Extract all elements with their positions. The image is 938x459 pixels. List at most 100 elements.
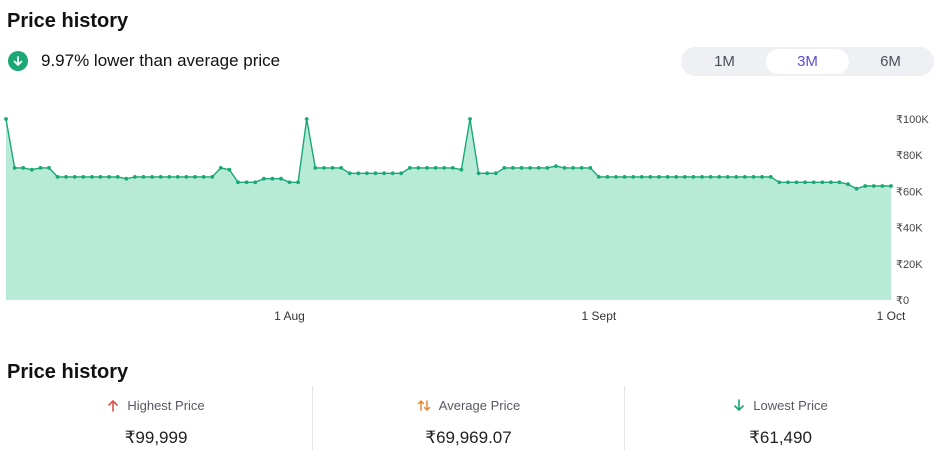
data-point[interactable] xyxy=(107,175,111,179)
data-point[interactable] xyxy=(407,166,412,170)
data-point[interactable] xyxy=(330,166,335,170)
data-point[interactable] xyxy=(760,175,764,179)
data-point[interactable] xyxy=(253,180,258,185)
data-point[interactable] xyxy=(193,175,197,179)
data-point[interactable] xyxy=(485,171,490,176)
data-point[interactable] xyxy=(287,180,292,185)
data-point[interactable] xyxy=(141,175,146,179)
data-point[interactable] xyxy=(811,180,816,185)
data-point[interactable] xyxy=(545,166,550,170)
data-point[interactable] xyxy=(279,176,283,181)
data-point[interactable] xyxy=(536,166,541,170)
data-point[interactable] xyxy=(665,175,670,179)
data-point[interactable] xyxy=(296,180,300,185)
data-point[interactable] xyxy=(236,180,240,185)
data-point[interactable] xyxy=(657,175,661,179)
data-point[interactable] xyxy=(373,171,378,176)
data-point[interactable] xyxy=(674,175,679,179)
range-6m-button[interactable]: 6M xyxy=(880,53,901,70)
data-point[interactable] xyxy=(794,180,799,185)
data-point[interactable] xyxy=(777,180,782,185)
data-point[interactable] xyxy=(218,166,223,170)
data-point[interactable] xyxy=(511,166,515,170)
data-point[interactable] xyxy=(871,184,876,188)
data-point[interactable] xyxy=(751,175,756,179)
data-point[interactable] xyxy=(846,182,850,187)
data-point[interactable] xyxy=(743,175,747,179)
data-point[interactable] xyxy=(12,166,17,170)
data-point[interactable] xyxy=(64,175,68,179)
data-point[interactable] xyxy=(829,180,833,185)
data-point[interactable] xyxy=(476,171,481,176)
data-point[interactable] xyxy=(21,166,26,170)
data-point[interactable] xyxy=(519,166,524,170)
data-point[interactable] xyxy=(631,175,636,179)
data-point[interactable] xyxy=(304,117,309,121)
data-point[interactable] xyxy=(184,175,189,179)
data-point[interactable] xyxy=(442,166,447,170)
data-point[interactable] xyxy=(880,184,885,188)
data-point[interactable] xyxy=(614,175,618,179)
range-1m-button[interactable]: 1M xyxy=(714,53,735,70)
data-point[interactable] xyxy=(837,180,842,185)
data-point[interactable] xyxy=(648,175,653,179)
data-point[interactable] xyxy=(347,171,352,176)
data-point[interactable] xyxy=(38,166,43,170)
data-point[interactable] xyxy=(244,180,249,185)
data-point[interactable] xyxy=(227,167,232,172)
data-point[interactable] xyxy=(528,166,532,170)
data-point[interactable] xyxy=(786,180,790,185)
data-point[interactable] xyxy=(81,175,86,179)
data-point[interactable] xyxy=(90,175,94,179)
data-point[interactable] xyxy=(820,180,825,185)
data-point[interactable] xyxy=(554,164,558,168)
data-point[interactable] xyxy=(803,180,807,185)
data-point[interactable] xyxy=(493,171,498,176)
data-point[interactable] xyxy=(459,167,464,172)
data-point[interactable] xyxy=(98,175,103,179)
data-point[interactable] xyxy=(450,166,455,170)
data-point[interactable] xyxy=(313,166,318,170)
data-point[interactable] xyxy=(29,167,34,172)
data-point[interactable] xyxy=(700,175,704,179)
data-point[interactable] xyxy=(158,175,163,179)
data-point[interactable] xyxy=(605,175,610,179)
data-point[interactable] xyxy=(588,166,593,170)
data-point[interactable] xyxy=(717,175,722,179)
data-point[interactable] xyxy=(322,166,326,170)
data-point[interactable] xyxy=(579,166,584,170)
data-point[interactable] xyxy=(167,175,172,179)
data-point[interactable] xyxy=(210,175,215,179)
data-point[interactable] xyxy=(682,175,687,179)
data-point[interactable] xyxy=(133,175,137,179)
data-point[interactable] xyxy=(339,166,343,170)
data-point[interactable] xyxy=(597,175,601,179)
data-point[interactable] xyxy=(382,171,386,176)
data-point[interactable] xyxy=(725,175,730,179)
data-point[interactable] xyxy=(425,166,429,170)
data-point[interactable] xyxy=(734,175,739,179)
data-point[interactable] xyxy=(150,175,155,179)
data-point[interactable] xyxy=(72,175,77,179)
data-point[interactable] xyxy=(502,166,507,170)
data-point[interactable] xyxy=(175,175,180,179)
data-point[interactable] xyxy=(468,117,472,121)
data-point[interactable] xyxy=(365,171,369,176)
data-point[interactable] xyxy=(399,171,404,176)
data-point[interactable] xyxy=(639,175,644,179)
data-point[interactable] xyxy=(55,175,60,179)
data-point[interactable] xyxy=(261,176,266,181)
data-point[interactable] xyxy=(201,175,206,179)
data-point[interactable] xyxy=(708,175,713,179)
data-point[interactable] xyxy=(124,176,129,181)
data-point[interactable] xyxy=(4,117,8,121)
data-point[interactable] xyxy=(115,175,120,179)
data-point[interactable] xyxy=(571,166,575,170)
data-point[interactable] xyxy=(854,186,859,191)
data-point[interactable] xyxy=(889,184,893,188)
data-point[interactable] xyxy=(356,171,361,176)
data-point[interactable] xyxy=(691,175,696,179)
data-point[interactable] xyxy=(390,171,395,176)
data-point[interactable] xyxy=(47,166,51,170)
range-3m-button[interactable]: 3M xyxy=(766,49,849,74)
